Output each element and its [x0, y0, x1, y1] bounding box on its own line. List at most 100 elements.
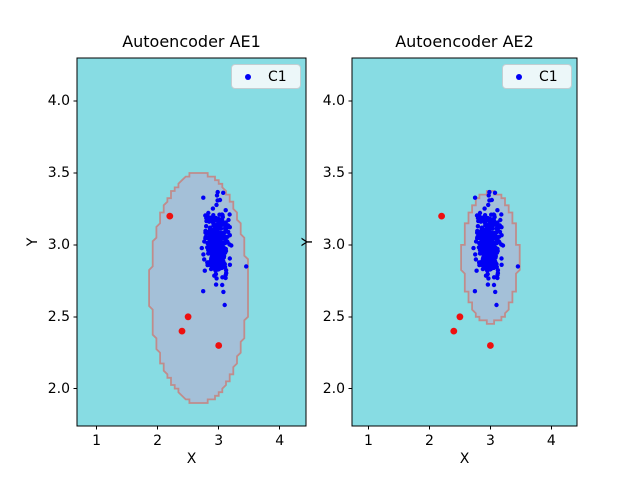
data-point-c1	[206, 210, 211, 216]
data-point-c1	[201, 195, 206, 200]
data-point-c1	[219, 235, 224, 240]
plot-area-ae2	[348, 57, 578, 430]
data-point-c1	[475, 224, 481, 229]
data-point-anomaly	[456, 313, 464, 321]
data-point-c1	[201, 289, 206, 294]
data-point-anomaly	[178, 327, 186, 335]
plot-title-ae1: Autoencoder AE1	[122, 32, 261, 51]
data-point-c1	[493, 261, 498, 267]
x-tick-label: 2	[153, 433, 163, 449]
legend-label-c1: C1	[268, 68, 287, 85]
data-point-c1	[222, 302, 227, 308]
data-point-c1	[201, 252, 206, 257]
data-point-c1	[486, 276, 491, 281]
data-point-c1	[491, 282, 497, 288]
y-tick-label: 2.0	[322, 380, 345, 397]
data-point-c1	[492, 212, 497, 218]
data-point-c1	[222, 240, 228, 246]
data-point-c1	[213, 255, 218, 260]
y-tick-label: 2.0	[47, 380, 70, 397]
data-point-c1	[204, 224, 209, 229]
x-axis-label-ae2: X	[459, 451, 470, 467]
data-point-anomaly	[166, 212, 174, 220]
data-point-c1	[213, 216, 218, 221]
data-point-c1	[221, 261, 226, 267]
x-tick-label: 2	[424, 433, 434, 449]
data-point-c1	[207, 243, 212, 248]
x-tick-label: 3	[214, 433, 224, 449]
data-point-c1	[221, 222, 226, 227]
data-point-c1	[499, 256, 504, 261]
data-point-c1	[214, 263, 219, 268]
data-point-c1	[220, 282, 225, 288]
data-point-c1	[221, 190, 226, 195]
axes-spines	[76, 57, 307, 427]
data-point-c1	[487, 189, 492, 195]
data-point-c1	[210, 206, 216, 211]
data-point-c1	[227, 212, 232, 217]
data-point-c1	[205, 236, 210, 241]
data-point-c1	[481, 239, 486, 245]
data-point-c1	[480, 256, 486, 262]
data-point-c1	[221, 289, 226, 295]
data-point-c1	[244, 264, 249, 269]
data-point-c1	[485, 216, 490, 221]
data-point-c1	[220, 275, 225, 280]
data-point-c1	[214, 223, 220, 229]
y-tick-label: 3.0	[47, 236, 70, 253]
y-tick-label: 4.0	[47, 93, 70, 110]
data-point-c1	[499, 212, 504, 217]
data-point-c1	[482, 264, 488, 269]
legend-c1-dot-icon	[245, 73, 251, 80]
data-point-c1	[210, 233, 216, 238]
data-point-c1	[485, 255, 490, 260]
data-point-c1	[226, 217, 231, 223]
data-point-c1	[485, 271, 490, 277]
data-point-c1	[491, 217, 496, 222]
data-point-c1	[486, 263, 491, 268]
data-point-c1	[199, 245, 204, 251]
x-tick-label: 4	[275, 433, 285, 449]
data-point-c1	[494, 229, 500, 234]
data-point-c1	[223, 229, 228, 234]
x-axis-label-ae1: X	[186, 451, 197, 467]
data-point-anomaly	[487, 342, 494, 349]
data-point-c1	[482, 233, 488, 238]
data-point-c1	[487, 267, 493, 272]
data-point-c1	[477, 210, 483, 216]
y-tick-label: 2.5	[322, 308, 345, 325]
data-point-c1	[215, 189, 220, 195]
y-tick-label: 2.5	[47, 308, 70, 325]
data-point-c1	[486, 202, 491, 208]
data-point-c1	[223, 272, 228, 278]
data-point-c1	[472, 195, 478, 200]
data-point-anomaly	[184, 313, 192, 321]
data-point-c1	[223, 237, 228, 242]
data-point-c1	[202, 239, 207, 244]
data-point-c1	[473, 239, 479, 244]
data-point-c1	[480, 249, 485, 254]
data-point-c1	[495, 208, 500, 213]
data-point-c1	[226, 224, 231, 229]
data-point-c1	[495, 237, 500, 242]
data-point-c1	[474, 268, 479, 273]
data-point-c1	[498, 217, 503, 223]
data-point-c1	[494, 302, 499, 308]
data-point-c1	[215, 198, 220, 203]
data-point-c1	[223, 208, 228, 213]
data-point-c1	[471, 245, 476, 251]
x-tick-label: 1	[92, 433, 101, 449]
data-point-c1	[213, 271, 219, 277]
data-point-c1	[229, 243, 234, 248]
data-point-c1	[488, 240, 493, 245]
data-point-anomaly	[450, 327, 458, 335]
x-tick-label: 1	[363, 433, 373, 449]
data-point-anomaly	[215, 342, 223, 349]
data-point-c1	[220, 255, 225, 261]
data-point-c1	[494, 240, 499, 246]
data-point-c1	[515, 264, 521, 269]
data-point-c1	[477, 215, 483, 221]
data-point-c1	[479, 226, 484, 231]
data-point-c1	[495, 272, 500, 278]
